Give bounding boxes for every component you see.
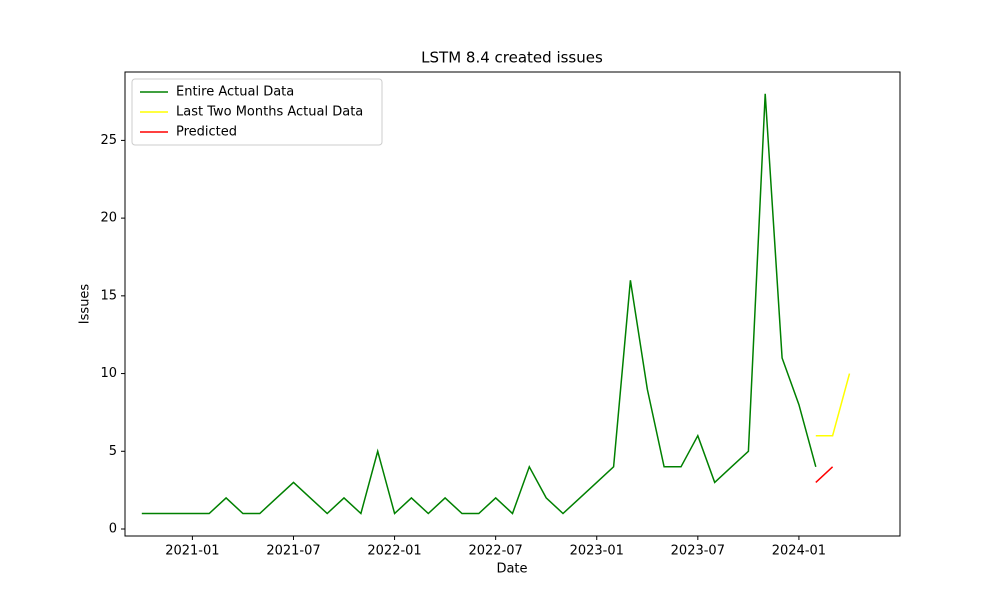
x-tick-label: 2024-01 xyxy=(772,544,826,559)
legend-label: Last Two Months Actual Data xyxy=(176,105,363,120)
x-tick-label: 2022-01 xyxy=(367,544,421,559)
x-tick-label: 2021-01 xyxy=(165,544,219,559)
y-tick-label: 0 xyxy=(109,522,117,537)
y-tick-label: 5 xyxy=(109,444,117,459)
legend-box xyxy=(131,78,383,146)
series-line xyxy=(815,466,834,483)
chart-title: LSTM 8.4 created issues xyxy=(421,49,603,67)
y-tick-label: 10 xyxy=(100,366,117,381)
y-tick-label: 25 xyxy=(100,133,117,148)
y-tick-label: 20 xyxy=(100,211,117,226)
series-line xyxy=(141,93,817,515)
y-tick-label: 15 xyxy=(100,288,117,303)
legend-label: Predicted xyxy=(176,125,237,140)
y-axis-label: Issues xyxy=(78,284,93,325)
x-tick-label: 2022-07 xyxy=(468,544,522,559)
x-tick-label: 2023-01 xyxy=(570,544,624,559)
x-tick-label: 2023-07 xyxy=(671,544,725,559)
series-line xyxy=(815,373,851,437)
plot-frame xyxy=(124,71,901,537)
x-axis-label: Date xyxy=(496,562,527,577)
x-tick-label: 2021-07 xyxy=(266,544,320,559)
legend-label: Entire Actual Data xyxy=(176,85,294,100)
